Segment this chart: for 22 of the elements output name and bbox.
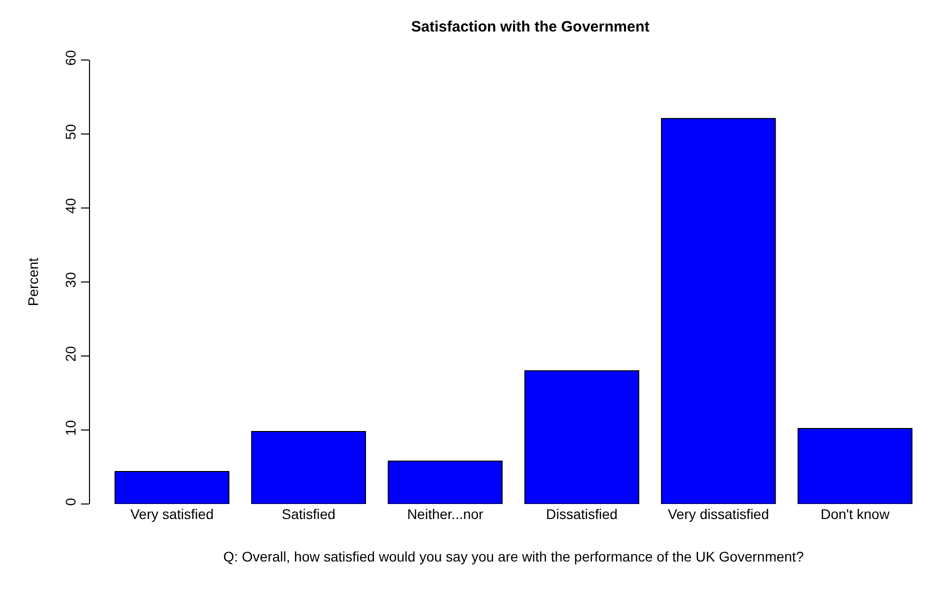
- bar: [388, 460, 503, 504]
- x-tick-label: Satisfied: [282, 506, 336, 522]
- y-tick-label: 40: [62, 198, 78, 214]
- x-tick-label: Dissatisfied: [546, 506, 618, 522]
- y-tick-label: 60: [62, 50, 78, 66]
- y-tick-label: 50: [62, 124, 78, 140]
- bar: [798, 428, 912, 504]
- chart-title: Satisfaction with the Government: [411, 18, 650, 36]
- x-tick-label: Don't know: [820, 506, 890, 522]
- y-tick-label: 20: [62, 346, 78, 362]
- x-tick-label: Very satisfied: [130, 506, 214, 522]
- y-axis-title: Percent: [25, 258, 41, 306]
- y-tick-label: 30: [62, 272, 78, 288]
- bar: [251, 430, 366, 504]
- bar: [524, 370, 640, 504]
- y-tick-label: 10: [62, 420, 78, 436]
- y-tick-label: 0: [62, 498, 78, 506]
- x-tick-label: Neither...nor: [407, 506, 484, 522]
- x-tick-label: Very dissatisfied: [668, 506, 770, 522]
- x-axis-title: Q: Overall, how satisfied would you say you are with the performance of the UK Government?: [223, 548, 804, 564]
- bar: [114, 470, 230, 504]
- bar: [661, 118, 776, 504]
